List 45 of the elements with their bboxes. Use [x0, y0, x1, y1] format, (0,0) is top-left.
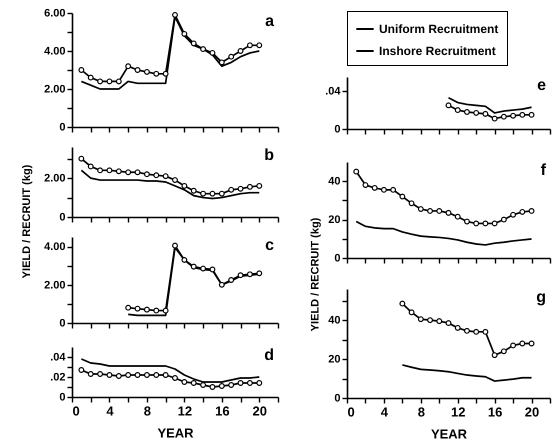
x-tick-label: 8: [144, 404, 152, 418]
y-axis-title: YIELD / RECRUIT (kg): [309, 217, 322, 332]
annotation: f: [540, 162, 547, 179]
x-tick-label: 0: [72, 404, 80, 418]
annotation: g: [536, 289, 546, 306]
x-tick-label: 4: [380, 404, 389, 420]
y-tick-label: 0: [59, 318, 66, 330]
annotation: e: [537, 77, 546, 94]
y-tick-label: 4.00: [44, 241, 66, 254]
x-tick-label: 12: [450, 404, 466, 420]
y-tick-label: 4.00: [44, 46, 66, 58]
x-tick-label: 12: [178, 404, 192, 418]
x-tick-label: 20: [252, 404, 268, 418]
annotation: d: [264, 347, 274, 364]
annotation: b: [264, 147, 274, 164]
x-tick-label: 16: [488, 404, 502, 420]
y-tick-label: 2.00: [44, 172, 66, 185]
y-tick-label: .04: [325, 86, 342, 98]
y-tick-label: 6.00: [44, 8, 66, 20]
y-axis-title: YIELD / RECRUIT (kg): [21, 164, 34, 278]
y-tick-label: .04: [50, 352, 66, 364]
x-tick-label: 0: [348, 404, 355, 420]
y-tick-label: .02: [50, 372, 66, 384]
y-tick-label: 20: [328, 214, 340, 226]
x-axis-title: YEAR: [157, 426, 194, 440]
y-tick-label: 0: [334, 252, 340, 264]
y-tick-label: 0: [59, 392, 66, 404]
legend-label: Inshore Recruitment: [379, 44, 496, 58]
annotation: c: [265, 237, 274, 254]
y-tick-label: 0: [59, 212, 66, 224]
y-tick-label: 0: [59, 122, 66, 134]
y-tick-label: 2.00: [44, 279, 66, 292]
x-axis-title: YEAR: [430, 426, 468, 442]
x-tick-label: 8: [418, 404, 425, 420]
y-tick-label: 20: [328, 354, 340, 366]
legend-label: Uniform Recruitment: [379, 22, 498, 36]
y-tick-label: 40: [328, 176, 340, 188]
annotation: a: [265, 13, 274, 30]
x-tick-label: 16: [215, 404, 230, 418]
x-tick-label: 20: [524, 404, 540, 420]
y-tick-label: 0: [334, 124, 340, 136]
y-tick-label: 2.00: [44, 84, 66, 96]
x-tick-label: 4: [106, 404, 114, 418]
y-tick-label: 40: [328, 314, 340, 327]
y-tick-label: 0: [334, 392, 340, 404]
